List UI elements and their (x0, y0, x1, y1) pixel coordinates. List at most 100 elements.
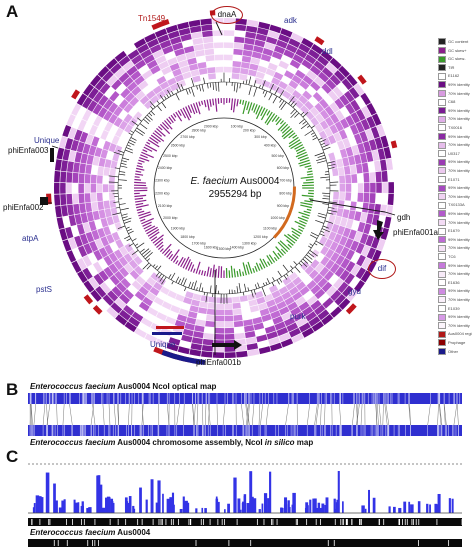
ring-segment (97, 201, 105, 211)
ring-segment (268, 284, 279, 293)
ring-segment (93, 91, 104, 103)
ring-segment (240, 67, 249, 75)
gc-skew-bar (275, 116, 280, 122)
coverage-bar (54, 500, 58, 513)
legend-swatch (438, 287, 446, 295)
ring-segment (99, 82, 111, 95)
gc-skew-bar (136, 167, 145, 171)
legend-label: 70% identity (448, 297, 470, 302)
gc-skew-bar (180, 258, 186, 268)
ring-segment (90, 74, 102, 87)
gc-content-bar (136, 127, 146, 134)
coverage-bar (53, 483, 56, 513)
ring-segment (295, 281, 306, 291)
gc-skew-bar (149, 136, 159, 144)
gc-skew-bar (304, 200, 313, 203)
gc-content-bar (155, 271, 160, 277)
gc-skew-bar (262, 258, 268, 268)
ring-segment (351, 174, 358, 184)
gc-content-bar (320, 142, 326, 146)
gc-content-bar (144, 116, 151, 122)
ring-segment (103, 167, 110, 176)
ring-segment (337, 166, 345, 176)
gc-content-bar (245, 79, 248, 85)
label-gyd: gyd (348, 287, 361, 296)
gc-content-bar (198, 84, 202, 92)
ring-segment (202, 36, 214, 44)
ring-segment (118, 110, 128, 120)
alignment-line (439, 403, 443, 426)
ring-segment (313, 273, 324, 284)
alignment-line (377, 403, 379, 426)
scale-tick-label: 600 kbp (277, 166, 290, 170)
gc-content-bar (312, 137, 318, 141)
ring-segment (305, 255, 315, 265)
ring-segment (271, 290, 281, 299)
scale-tick-label: 700 kbp (279, 179, 292, 183)
gc-content-bar (185, 88, 189, 95)
legend-swatch (438, 330, 446, 338)
gc-content-bar (265, 281, 268, 285)
gc-content-bar (126, 238, 132, 242)
optical-map-alignment (28, 393, 462, 436)
ring-segment (115, 239, 124, 249)
ring-segment (103, 98, 114, 110)
ring-segment (140, 271, 150, 281)
coverage-bar (139, 487, 142, 513)
ring-segment (254, 328, 266, 337)
ring-segment (283, 317, 296, 327)
ring-segment (246, 75, 256, 83)
gc-skew-bar (150, 134, 161, 143)
ring-segment (306, 70, 318, 81)
legend-item: 70% identity (438, 219, 472, 227)
ring-segment (328, 152, 336, 162)
ring-segment (339, 148, 348, 159)
ring-segment (257, 340, 270, 349)
arrow-phienfa001a (373, 220, 384, 240)
contig-gap (320, 519, 321, 525)
ring-segment (163, 281, 173, 290)
gc-skew-bar (267, 261, 271, 266)
contig-gap (334, 519, 336, 525)
ring-segment (181, 334, 193, 343)
gc-skew-bar (177, 110, 182, 116)
ring-segment (106, 216, 114, 226)
gc-skew-bar (168, 253, 174, 260)
ring-segment (315, 113, 325, 123)
ring-segment (224, 30, 235, 37)
ring-segment (233, 314, 243, 322)
ring-segment (346, 74, 358, 87)
ring-segment (334, 266, 345, 278)
coverage-bar (40, 497, 44, 513)
ring-segment (355, 121, 365, 133)
scale-tick-label: 1700 kbp (192, 242, 206, 246)
ring-segment (256, 296, 266, 305)
ring-segment (342, 157, 350, 167)
gc-skew-bar (299, 220, 307, 225)
ring-segment (189, 305, 199, 313)
ring-segment (156, 75, 167, 85)
ring-segment (340, 106, 350, 118)
ring-segment (360, 118, 371, 131)
ring-segment (336, 140, 345, 150)
ring-segment (123, 103, 134, 114)
legend-swatch (438, 201, 446, 209)
leader-line (384, 211, 396, 216)
ring-segment (232, 61, 242, 68)
gc-skew-bar (290, 141, 302, 150)
legend-item: 99% identity (438, 313, 472, 321)
ring-segment (102, 175, 109, 184)
coverage-bar (372, 497, 376, 513)
coverage-bar (99, 484, 103, 513)
ring-segment (64, 137, 74, 150)
ring-segment (104, 121, 113, 132)
ring-segment (376, 238, 386, 252)
ring-segment (130, 70, 142, 81)
panel-letter-c: C (6, 447, 19, 466)
ring-segment (364, 182, 370, 193)
ring-segment (94, 127, 104, 138)
ring-segment (359, 152, 368, 164)
gc-content-bar (146, 258, 150, 262)
ring-segment (149, 80, 160, 90)
ring-segment (300, 105, 310, 115)
